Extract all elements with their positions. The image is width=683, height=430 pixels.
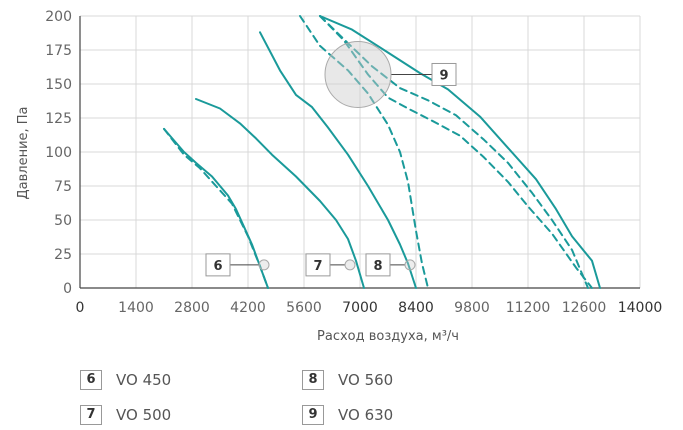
x-tick-label: 14000 — [618, 300, 663, 316]
legend-item-6: 6 VO 450 — [80, 370, 171, 390]
legend: 6 VO 450 8 VO 560 7 VO 500 9 VO 630 — [80, 370, 640, 430]
y-tick-label: 100 — [45, 145, 72, 161]
tag-box-8 — [365, 253, 391, 277]
curves — [163, 15, 601, 289]
curve-8-solid — [259, 31, 417, 289]
y-tick-label: 175 — [45, 43, 72, 59]
legend-tag: 9 — [302, 405, 324, 425]
axes: 0 25 50 75 100 125 150 175 200 0 1400 2800 4200 5600 7… — [45, 9, 662, 316]
x-tick-label: 11200 — [506, 300, 551, 316]
curve-7-solid — [195, 98, 365, 289]
curve-6-dashed — [163, 127, 269, 289]
legend-item-8: 8 VO 560 — [302, 370, 393, 390]
marker-circle-7 — [344, 259, 356, 271]
x-tick-label: 8400 — [398, 300, 434, 316]
x-tick-label: 4200 — [230, 300, 266, 316]
tag-label-8: 8 — [373, 259, 382, 274]
tag-box-6 — [205, 253, 231, 277]
legend-label: VO 500 — [116, 406, 172, 424]
x-tick-label: 1400 — [118, 300, 154, 316]
legend-tag: 6 — [80, 370, 102, 390]
annotations: 6 7 8 9 — [205, 40, 457, 277]
y-tick-label: 25 — [54, 247, 72, 263]
x-tick-label: 2800 — [174, 300, 210, 316]
legend-tag: 8 — [302, 370, 324, 390]
curve-9-solid — [319, 15, 601, 289]
legend-label: VO 560 — [338, 371, 394, 389]
marker-circle-8 — [404, 259, 416, 271]
legend-item-7: 7 VO 500 — [80, 405, 171, 425]
legend-label: VO 630 — [338, 406, 394, 424]
x-tick-label: 12600 — [562, 300, 607, 316]
tag-box-7 — [305, 253, 331, 277]
y-axis-title: Давление, Па — [16, 106, 31, 199]
legend-label: VO 450 — [116, 371, 172, 389]
y-tick-label: 50 — [54, 213, 72, 229]
marker-circle-9 — [324, 40, 392, 108]
curve-9-dashed — [319, 15, 593, 289]
y-tick-label: 150 — [45, 77, 72, 93]
x-axis-title: Расход воздуха, м³/ч — [317, 329, 459, 344]
curve-9-dashed — [319, 15, 589, 289]
tag-label-7: 7 — [313, 259, 322, 274]
y-tick-label: 125 — [45, 111, 72, 127]
curve-8-dashed — [299, 15, 429, 289]
y-tick-label: 200 — [45, 9, 72, 25]
x-tick-label: 7000 — [342, 300, 378, 316]
y-tick-label: 75 — [54, 179, 72, 195]
tag-box-9 — [431, 62, 457, 86]
fan-performance-chart: 0 25 50 75 100 125 150 175 200 0 1400 2800 4200 5600 7… — [16, 9, 662, 344]
y-tick-label: 0 — [63, 281, 72, 297]
x-tick-label: 0 — [76, 300, 85, 316]
x-tick-label: 9800 — [454, 300, 490, 316]
legend-item-9: 9 VO 630 — [302, 405, 393, 425]
x-tick-label: 5600 — [286, 300, 322, 316]
marker-circle-6 — [258, 259, 270, 271]
tag-label-9: 9 — [439, 68, 448, 83]
tag-label-6: 6 — [213, 259, 222, 274]
legend-tag: 7 — [80, 405, 102, 425]
